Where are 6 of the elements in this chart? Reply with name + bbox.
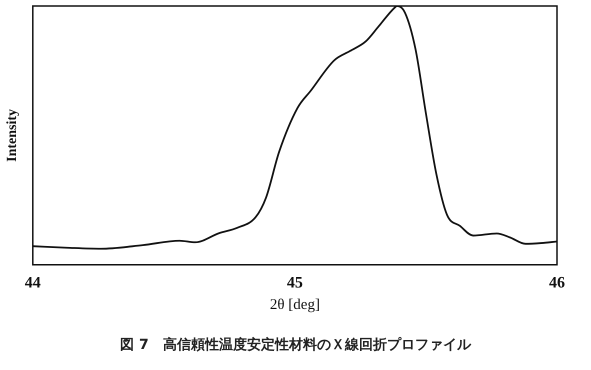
- x-axis-title: 2θ [deg]: [270, 296, 320, 313]
- x-tick-label: 44: [24, 274, 41, 292]
- y-axis-title: Intensity: [5, 108, 20, 162]
- x-tick-label: 46: [549, 274, 565, 292]
- x-tick-label: 45: [286, 274, 303, 292]
- text: 図 7 高信頼性温度安定性材料のＸ線回折プロファイル: [119, 336, 472, 354]
